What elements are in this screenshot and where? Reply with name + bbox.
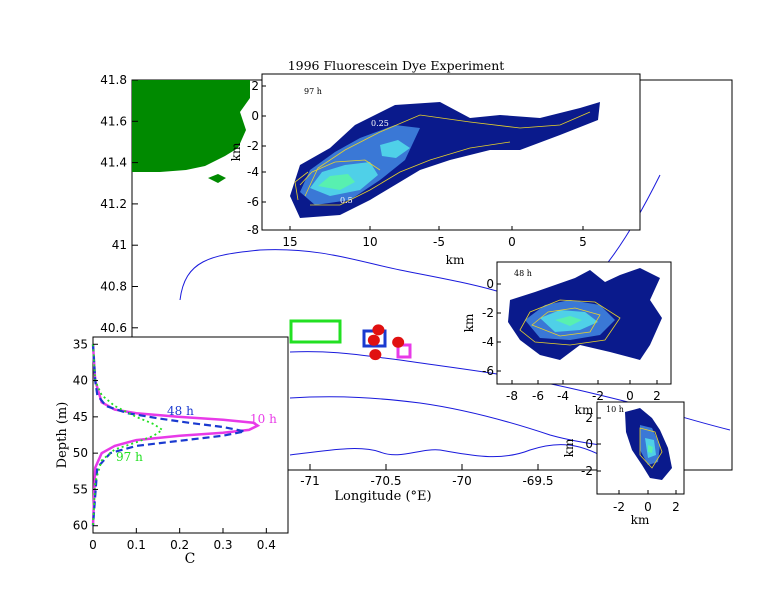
mooring-marker — [369, 349, 382, 361]
inset-48h-x-tick-label: -6 — [532, 389, 544, 403]
inset-48h-y-tick-label: -2 — [482, 306, 494, 320]
inset-48h-x-ticks: -8 -6 -4 -2 0 2 — [506, 380, 661, 403]
inset-10h-x-ticks: -2 0 2 — [613, 490, 680, 514]
profile-x-label: C — [185, 551, 196, 567]
profile-y-label: Depth (m) — [55, 402, 70, 469]
inset-10h-y-tick-label: -2 — [581, 464, 593, 478]
profile-x-ticks: 0 0.1 0.2 0.3 0.4 — [89, 528, 276, 552]
map-x-tick-label: -70.5 — [370, 474, 401, 488]
inset-48h-x-tick-label: -8 — [506, 389, 518, 403]
inset-48h-y-tick-label: 0 — [486, 277, 494, 291]
figure-title: 1996 Fluorescein Dye Experiment — [288, 58, 505, 73]
profile-label-10h: 10 h — [250, 412, 277, 426]
inset-97h-y-tick-label: -2 — [247, 139, 259, 153]
inset-48h-y-label: km — [462, 313, 476, 332]
panel-label-48h: 48 h — [514, 269, 532, 278]
dye-patch-97h — [290, 102, 600, 218]
inset-10h-x-tick-label: 2 — [672, 500, 680, 514]
profile-y-tick-label: 40 — [73, 374, 88, 388]
study-box-magenta — [396, 343, 412, 359]
map-y-tick-label: 41.6 — [100, 114, 127, 128]
contour-label-025: 0.25 — [371, 119, 389, 128]
profile-x-tick-label: 0.1 — [127, 538, 146, 552]
map-x-axis-label: Longitude (°E) — [334, 489, 431, 504]
map-y-tick-label: 40.6 — [100, 321, 127, 335]
map-y-tick-label: 41.2 — [100, 197, 127, 211]
mooring-markers — [367, 324, 405, 361]
map-x-tick-label: -70 — [452, 474, 472, 488]
map-y-tick-label: 41 — [112, 238, 127, 252]
profile-plot: 35 40 45 50 55 60 0 0.1 0.2 0.3 0.4 10 h 48 h 97 … — [55, 336, 289, 567]
inset-48h-x-tick-label: 2 — [653, 389, 661, 403]
inset-97h-x-tick-label: 10 — [362, 235, 377, 249]
inset-10h-x-label: km — [631, 513, 650, 527]
dye-patch-10h — [625, 408, 672, 480]
map-x-tick-label: -71 — [300, 474, 320, 488]
map-y-ticks: 41.8 41.6 41.4 41.2 41 40.8 40.6 — [100, 73, 138, 335]
inset-97h-x-tick-label: -5 — [433, 235, 445, 249]
inset-97h: 1996 Fluorescein Dye Experiment 97 h 0.2… — [229, 58, 641, 267]
profile-series-97h — [92, 344, 164, 526]
inset-97h-y-ticks: 2 0 -2 -4 -6 -8 — [247, 79, 266, 237]
profile-x-tick-label: 0.4 — [257, 538, 276, 552]
inset-10h-x-tick-label: 0 — [644, 500, 652, 514]
inset-48h-y-ticks: 0 -2 -4 -6 — [482, 277, 501, 378]
mooring-marker — [367, 334, 380, 346]
profile-x-tick-label: 0.2 — [170, 538, 189, 552]
inset-97h-y-tick-label: 2 — [251, 79, 259, 93]
inset-48h-y-tick-label: -6 — [482, 364, 494, 378]
inset-97h-x-label: km — [446, 253, 465, 267]
inset-48h-x-tick-label: -4 — [557, 389, 569, 403]
inset-10h-y-ticks: 2 0 -2 — [581, 411, 601, 478]
dye-patch-48h — [508, 268, 662, 360]
inset-10h-x-tick-label: -2 — [613, 500, 625, 514]
land-cape-cod — [132, 80, 250, 172]
inset-10h: 10 h 2 0 -2 -2 0 2 km km — [562, 401, 685, 527]
inset-10h-y-tick-label: 2 — [585, 411, 593, 425]
map-x-tick-label: -69.5 — [522, 474, 553, 488]
panel-label-10h: 10 h — [606, 405, 624, 414]
map-x-ticks: -71 -70.5 -70 -69.5 — [300, 464, 554, 488]
inset-48h-y-tick-label: -4 — [482, 335, 494, 349]
inset-97h-y-tick-label: -6 — [247, 195, 259, 209]
profile-label-48h: 48 h — [167, 404, 194, 418]
panel-label-97h: 97 h — [304, 87, 322, 96]
inset-48h-x-label: km — [575, 403, 594, 417]
inset-48h-x-tick-label: -2 — [592, 389, 604, 403]
inset-48h: 48 h 0 -2 -4 -6 -8 -6 -4 -2 0 2 km km — [462, 261, 672, 417]
map-y-tick-label: 41.8 — [100, 73, 127, 87]
profile-y-tick-label: 50 — [73, 446, 88, 460]
profile-label-97h: 97 h — [116, 450, 143, 464]
inset-48h-x-tick-label: 0 — [626, 389, 634, 403]
bathymetry-contour-deep — [289, 444, 601, 458]
profile-y-tick-label: 45 — [73, 410, 88, 424]
profile-x-tick-label: 0.3 — [213, 538, 232, 552]
map-y-tick-label: 40.8 — [100, 280, 127, 294]
islands — [208, 174, 226, 183]
inset-97h-y-tick-label: 0 — [251, 109, 259, 123]
mooring-marker — [392, 336, 405, 348]
profile-y-tick-label: 60 — [73, 519, 88, 533]
profile-x-tick-label: 0 — [89, 538, 97, 552]
inset-97h-x-tick-label: 15 — [282, 235, 297, 249]
profile-series — [91, 344, 261, 526]
contour-label-05: 0.5 — [340, 196, 353, 205]
inset-97h-x-ticks: 15 10 -5 0 5 — [282, 226, 587, 249]
profile-y-tick-label: 35 — [73, 337, 88, 351]
mooring-marker — [372, 324, 385, 336]
study-box-green — [289, 319, 342, 344]
inset-97h-x-tick-label: 5 — [579, 235, 587, 249]
inset-97h-y-label: km — [229, 142, 243, 161]
profile-y-tick-label: 55 — [73, 482, 88, 496]
inset-97h-y-tick-label: -8 — [247, 223, 259, 237]
map-y-tick-label: 41.4 — [100, 156, 127, 170]
profile-series-48h — [91, 344, 245, 526]
inset-97h-y-tick-label: -4 — [247, 165, 259, 179]
profile-y-ticks: 35 40 45 50 55 60 — [73, 337, 98, 533]
inset-97h-x-tick-label: 0 — [508, 235, 516, 249]
bathymetry-contour-slope — [289, 396, 621, 449]
inset-10h-y-label: km — [562, 438, 576, 457]
inset-10h-y-tick-label: 0 — [585, 437, 593, 451]
